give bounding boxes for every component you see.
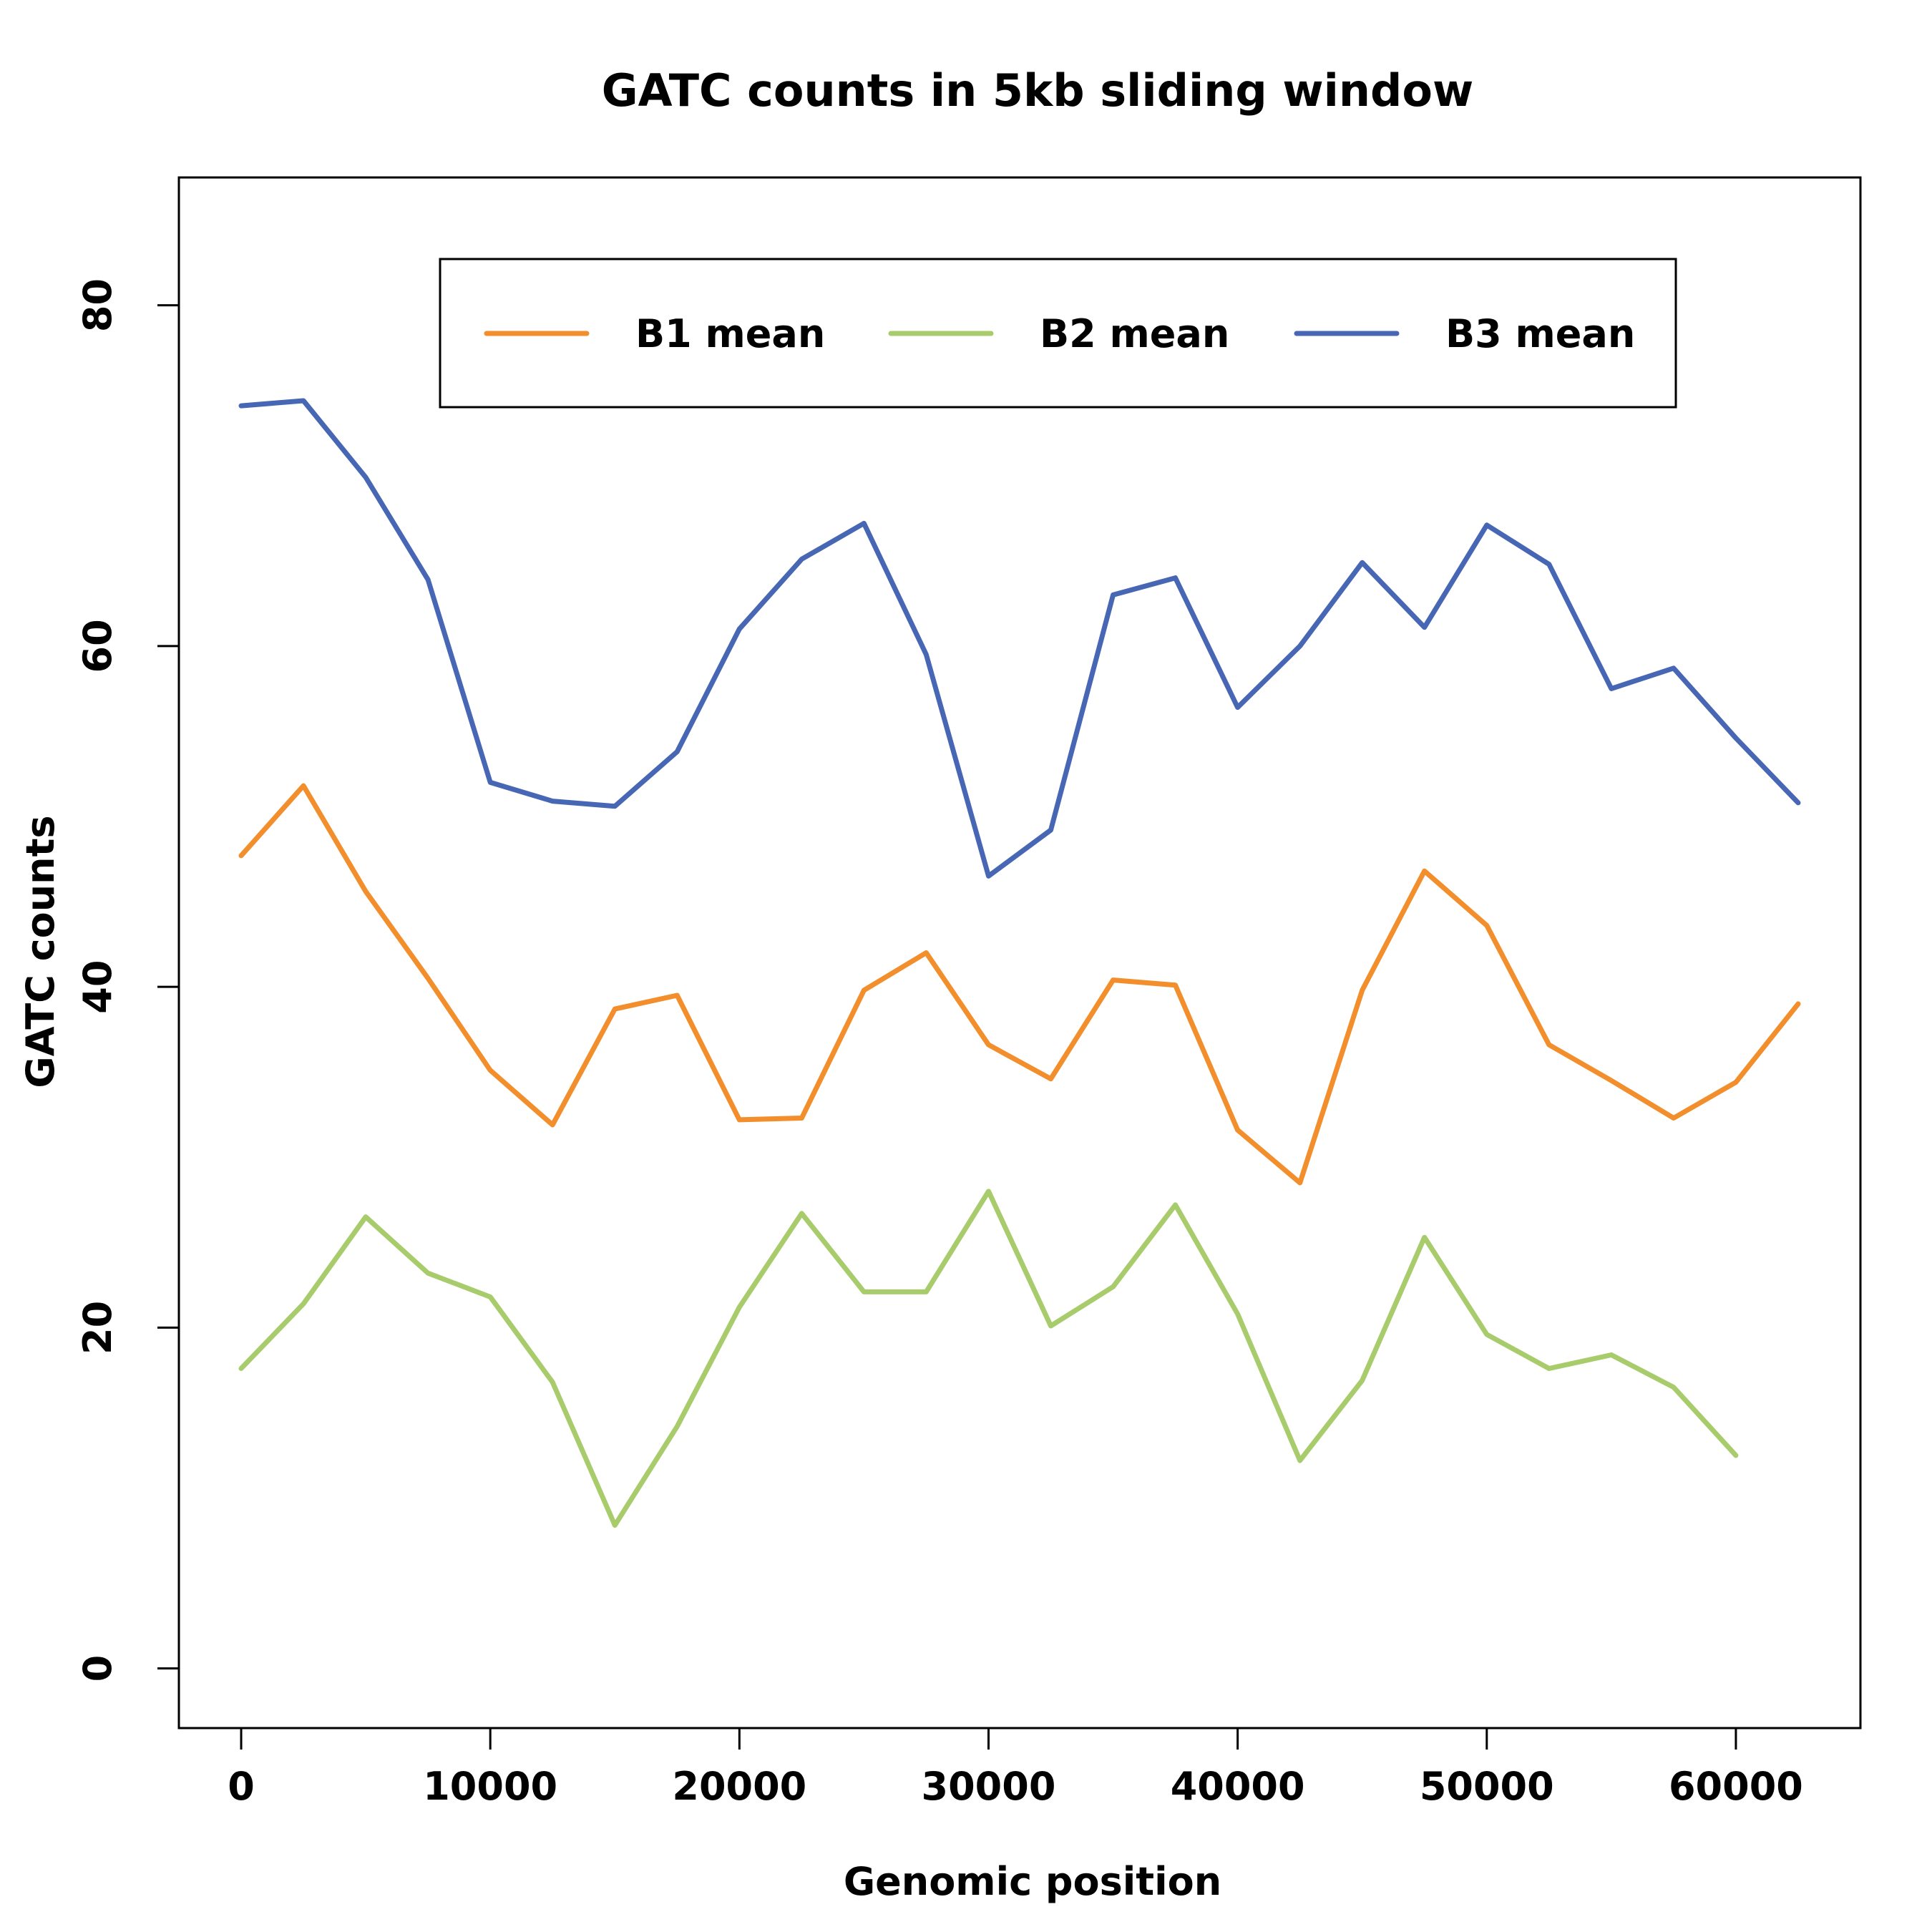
plot-frame (177, 176, 1862, 1729)
x-tick-label: 20000 (672, 1764, 806, 1809)
series-layer (238, 398, 1801, 1528)
y-tick-label: 20 (75, 1301, 120, 1355)
y-tick-label: 0 (75, 1655, 120, 1682)
y-axis: 0 20 40 60 80 (75, 278, 180, 1682)
legend: B1 mean B2 mean B3 mean (439, 258, 1677, 409)
series-line-b2 (238, 1189, 1739, 1528)
x-tick-label: 10000 (423, 1764, 557, 1809)
series-line-b3 (238, 398, 1801, 879)
legend-label: B3 mean (1445, 311, 1635, 356)
legend-box (439, 258, 1677, 409)
legend-label: B1 mean (635, 311, 825, 356)
x-tick-label: 60000 (1669, 1764, 1803, 1809)
legend-label: B2 mean (1040, 311, 1229, 356)
x-tick-label: 30000 (922, 1764, 1056, 1809)
chart-title: GATC counts in 5kb sliding window (602, 64, 1474, 117)
x-tick-label: 40000 (1171, 1764, 1305, 1809)
x-tick-label: 0 (228, 1764, 255, 1809)
x-axis: 0 10000 20000 30000 40000 50000 60000 (228, 1727, 1803, 1809)
x-axis-label: Genomic position (844, 1859, 1221, 1904)
x-tick-label: 50000 (1420, 1764, 1554, 1809)
y-tick-label: 80 (75, 278, 120, 332)
y-axis-label: GATC counts (18, 815, 63, 1088)
series-line-b1 (238, 783, 1801, 1186)
legend-items: B1 mean B2 mean B3 mean (484, 311, 1635, 356)
y-tick-label: 40 (75, 960, 120, 1014)
y-tick-label: 60 (75, 619, 120, 673)
